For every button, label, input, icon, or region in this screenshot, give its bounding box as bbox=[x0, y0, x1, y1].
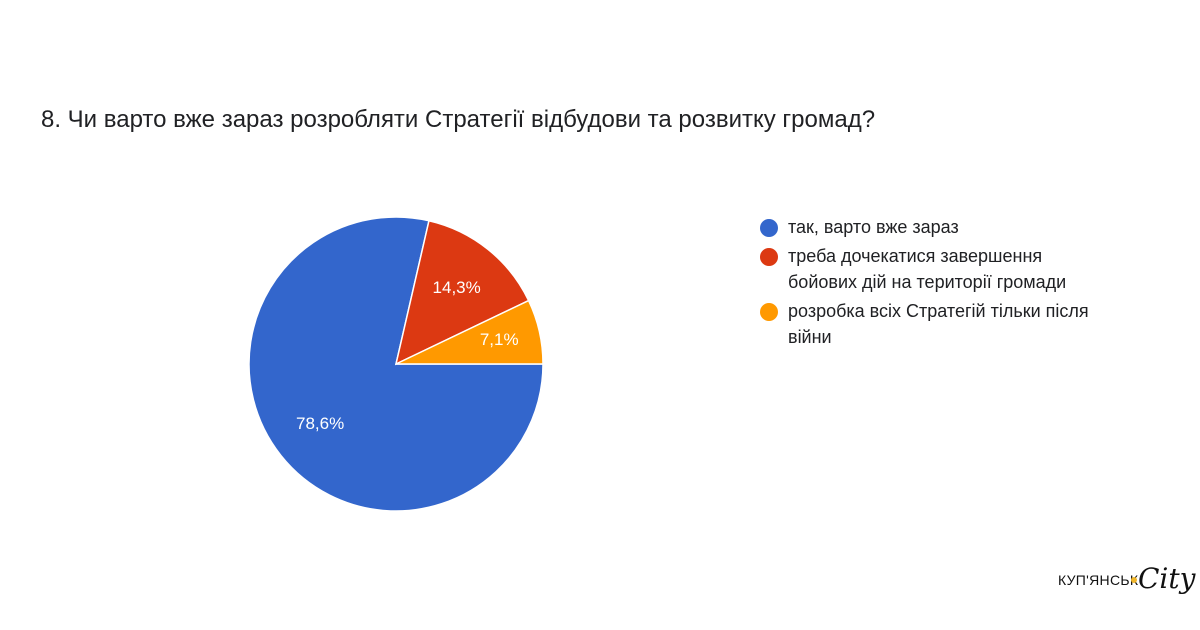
pie-label-0: 78,6% bbox=[296, 414, 344, 433]
legend-label-line-1: треба дочекатися завершення bbox=[788, 246, 1043, 266]
legend-label-line-1: розробка всіх Стратегій тільки після bbox=[788, 301, 1089, 321]
watermark-city: City bbox=[1138, 562, 1196, 595]
legend-item-docekatysia: треба дочекатися завершення бойових дій … bbox=[760, 243, 1120, 295]
legend-swatch bbox=[760, 303, 778, 321]
pie-labels: 78,6% 14,3% 7,1% bbox=[296, 278, 519, 433]
legend: так, варто вже зараз треба дочекатися за… bbox=[760, 214, 1120, 353]
legend-swatch bbox=[760, 219, 778, 237]
legend-label-line-2: війни bbox=[788, 327, 832, 347]
watermark-text: КУП'ЯНСЬК bbox=[1058, 572, 1139, 588]
legend-item-tak: так, варто вже зараз bbox=[760, 214, 1120, 240]
legend-label: так, варто вже зараз bbox=[788, 217, 959, 237]
pie-slice-1 bbox=[394, 219, 530, 366]
legend-item-pislia-viiny: розробка всіх Стратегій тільки після вій… bbox=[760, 298, 1120, 350]
watermark-dot-icon bbox=[1131, 577, 1137, 583]
chart-title: 8. Чи варто вже зараз розробляти Стратег… bbox=[41, 106, 876, 133]
pie-slice-2 bbox=[395, 299, 544, 365]
pie-label-2: 7,1% bbox=[480, 330, 519, 349]
watermark-logo: КУП'ЯНСЬК City bbox=[1058, 560, 1195, 600]
pie-label-1: 14,3% bbox=[433, 278, 481, 297]
pie-slices bbox=[248, 216, 544, 512]
legend-label-line-2: бойових дій на території громади bbox=[788, 272, 1067, 292]
legend-swatch bbox=[760, 248, 778, 266]
